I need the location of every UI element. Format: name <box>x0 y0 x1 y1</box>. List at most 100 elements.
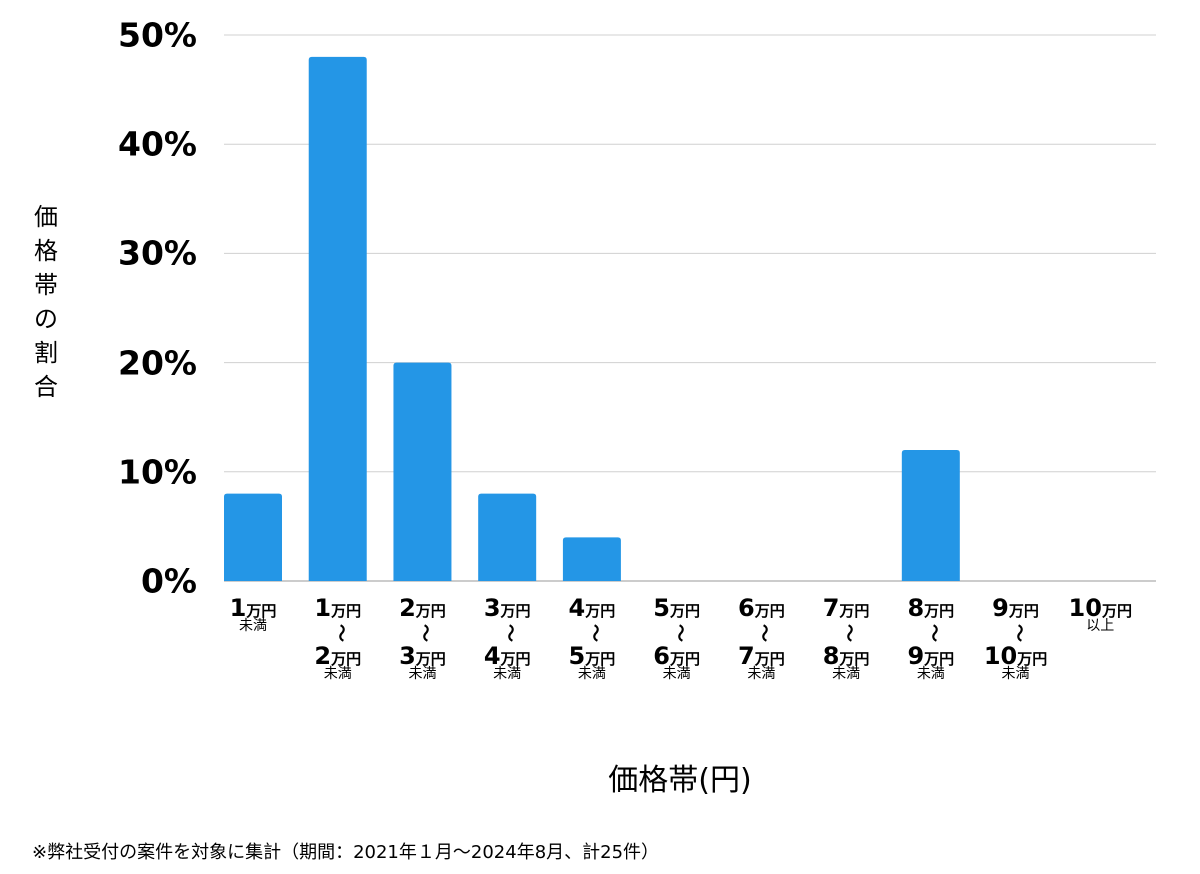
tick-number: 7 <box>738 642 755 670</box>
tick-unit: 万円 <box>500 602 531 620</box>
tick-number: 3 <box>399 642 416 670</box>
y-tick-label: 10% <box>118 452 197 492</box>
tick-amount: 2万円 <box>380 596 464 622</box>
tick-number: 9 <box>992 594 1009 622</box>
tick-unit: 万円 <box>754 602 785 620</box>
tick-unit: 万円 <box>839 602 870 620</box>
y-axis-label-char: 帯 <box>34 271 58 299</box>
y-axis-label-char: 価 <box>34 203 58 231</box>
tick-note: 未満 <box>832 666 861 682</box>
tick-amount: 9万円 <box>974 596 1058 622</box>
x-tick-label: 3万円～ 4万円 未満 <box>465 596 549 687</box>
tick-note: 未満 <box>662 666 691 682</box>
tick-number: 6 <box>653 642 670 670</box>
tick-amount: 2万円 <box>296 644 380 670</box>
tick-unit: 万円 <box>331 602 362 620</box>
tick-note: 未満 <box>493 666 522 682</box>
tick-amount: 4万円 <box>550 596 634 622</box>
tick-number: 4 <box>483 642 501 670</box>
tick-tilde: ～ <box>753 624 775 642</box>
tick-amount: 6万円 <box>719 596 803 622</box>
tick-amount: 6万円 <box>635 644 719 670</box>
y-tick-label: 0% <box>140 561 197 601</box>
tick-unit: 万円 <box>585 602 616 620</box>
x-tick-label: 1万円～ 2万円 未満 <box>296 596 380 687</box>
tick-amount: 1万円 <box>296 596 380 622</box>
tick-amount: 8万円 <box>889 596 973 622</box>
tick-amount: 1万円 <box>211 596 295 622</box>
tick-number: 8 <box>822 642 840 670</box>
tick-unit: 万円 <box>1101 602 1132 620</box>
x-tick-label: 1万円 未満 <box>211 596 295 639</box>
tick-amount: 9万円 <box>889 644 973 670</box>
x-tick-label: 10万円 以上 <box>1058 596 1142 639</box>
tick-number: 4 <box>568 594 586 622</box>
tick-tilde: ～ <box>414 624 436 642</box>
tick-amount: 3万円 <box>380 644 464 670</box>
tick-number: 8 <box>907 594 925 622</box>
tick-number: 6 <box>738 594 755 622</box>
tick-tilde: ～ <box>499 624 521 642</box>
tick-amount: 8万円 <box>804 644 888 670</box>
tick-note: 以上 <box>1086 618 1115 634</box>
tick-note: 未満 <box>323 666 352 682</box>
tick-unit: 万円 <box>585 650 616 668</box>
tick-unit: 万円 <box>754 650 785 668</box>
tick-note: 未満 <box>577 666 606 682</box>
y-axis-label-char: 格 <box>34 237 58 265</box>
tick-tilde: ～ <box>1007 624 1029 642</box>
bar <box>478 493 537 581</box>
tick-note: 未満 <box>1001 666 1030 682</box>
tick-number: 5 <box>653 594 670 622</box>
tick-amount: 3万円 <box>465 596 549 622</box>
x-tick-label: 7万円～ 8万円 未満 <box>804 596 888 687</box>
tick-unit: 万円 <box>924 602 955 620</box>
tick-unit: 万円 <box>415 650 446 668</box>
tick-note: 未満 <box>916 666 945 682</box>
tick-tilde: ～ <box>838 624 860 642</box>
tick-number: 10 <box>983 642 1018 670</box>
tick-note: 未満 <box>408 666 437 682</box>
tick-number: 2 <box>314 642 332 670</box>
y-axis-label: 価格帯の割合 <box>30 200 62 404</box>
bar <box>308 56 367 581</box>
tick-number: 7 <box>822 594 840 622</box>
footnote: ※弊社受付の案件を対象に集計（期間：2021年１月～2024年8月、計25件） <box>32 842 660 863</box>
tick-amount: 5万円 <box>550 644 634 670</box>
tick-unit: 万円 <box>415 602 446 620</box>
x-tick-label: 2万円～ 3万円 未満 <box>380 596 464 687</box>
y-tick-label: 30% <box>118 233 197 273</box>
tick-unit: 万円 <box>246 602 277 620</box>
x-axis-label: 価格帯(円) <box>608 763 752 798</box>
y-axis-label-char: 合 <box>34 373 58 401</box>
x-tick-label: 9万円～ 10万円 未満 <box>974 596 1058 687</box>
tick-amount: 10万円 <box>974 644 1058 670</box>
tick-unit: 万円 <box>331 650 362 668</box>
y-tick-label: 20% <box>118 343 197 383</box>
tick-number: 10 <box>1068 594 1102 622</box>
tick-amount: 4万円 <box>465 644 549 670</box>
tick-unit: 万円 <box>500 650 531 668</box>
tick-amount: 7万円 <box>804 596 888 622</box>
bar <box>562 537 621 581</box>
tick-unit: 万円 <box>669 602 700 620</box>
tick-tilde: ～ <box>668 624 690 642</box>
tick-number: 3 <box>483 594 501 622</box>
tick-number: 2 <box>399 594 416 622</box>
tick-unit: 万円 <box>669 650 700 668</box>
x-tick-label: 5万円～ 6万円 未満 <box>635 596 719 687</box>
tick-note: 未満 <box>747 666 776 682</box>
tick-tilde: ～ <box>329 624 351 642</box>
tick-unit: 万円 <box>924 650 955 668</box>
tick-note: 未満 <box>239 618 267 634</box>
y-tick-label: 50% <box>118 15 197 55</box>
y-axis-label-char: 割 <box>34 339 58 367</box>
tick-unit: 万円 <box>839 650 870 668</box>
bar <box>901 449 960 581</box>
tick-amount: 7万円 <box>719 644 803 670</box>
x-tick-label: 8万円～ 9万円 未満 <box>889 596 973 687</box>
bar <box>393 362 452 581</box>
tick-tilde: ～ <box>583 624 605 642</box>
tick-unit: 万円 <box>1008 602 1039 620</box>
